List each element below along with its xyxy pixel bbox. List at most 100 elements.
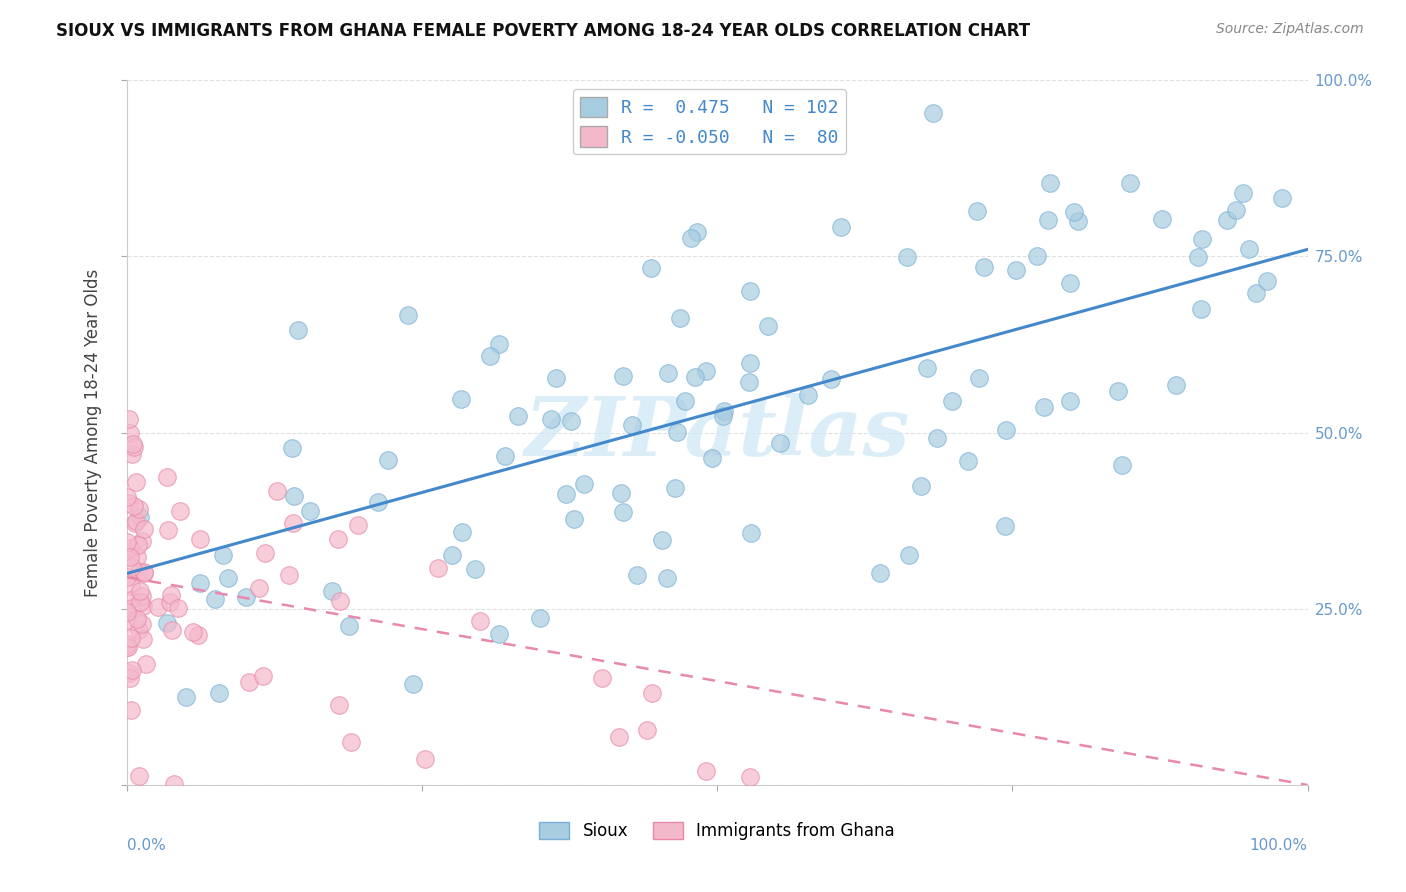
Point (544, 371, 567, 385)
Point (925, 431, 948, 445)
Point (135, 657, 157, 671)
Point (299, 504, 322, 518)
Point (612, 368, 634, 383)
Point (610, 486, 633, 500)
Point (740, 284, 762, 298)
Point (127, 549, 149, 564)
Point (402, 677, 425, 691)
Point (169, 504, 191, 518)
Point (640, 260, 662, 275)
Point (636, 723, 658, 738)
Point (506, 409, 529, 423)
Point (1152, 212, 1174, 227)
Point (118, 665, 141, 680)
Point (211, 548, 233, 562)
Point (1004, 262, 1026, 277)
Point (163, 777, 186, 791)
Point (339, 735, 361, 749)
Point (287, 323, 309, 337)
Point (969, 371, 991, 385)
Point (129, 595, 152, 609)
Point (555, 487, 578, 501)
Point (921, 106, 943, 120)
Point (156, 524, 179, 538)
Point (994, 519, 1017, 533)
Point (797, 387, 820, 401)
Text: SIOUX VS IMMIGRANTS FROM GHANA FEMALE POVERTY AMONG 18-24 YEAR OLDS CORRELATION : SIOUX VS IMMIGRANTS FROM GHANA FEMALE PO… (56, 22, 1031, 40)
Point (956, 454, 979, 468)
Point (326, 532, 349, 546)
Point (124, 516, 146, 531)
Point (266, 483, 288, 498)
Point (115, 636, 138, 650)
Point (711, 409, 734, 423)
Point (470, 614, 492, 628)
Point (117, 640, 139, 655)
Point (1038, 212, 1060, 227)
Point (247, 581, 270, 595)
Point (941, 394, 963, 409)
Point (641, 686, 664, 700)
Point (1111, 458, 1133, 472)
Point (702, 451, 724, 466)
Point (131, 616, 153, 631)
Point (740, 526, 762, 541)
Point (121, 663, 143, 677)
Point (413, 752, 436, 766)
Point (122, 500, 145, 514)
Point (174, 690, 197, 705)
Point (127, 538, 149, 552)
Point (679, 230, 702, 244)
Point (1164, 378, 1187, 392)
Point (450, 525, 472, 540)
Point (115, 640, 138, 654)
Point (626, 567, 648, 582)
Point (695, 364, 717, 378)
Point (1059, 276, 1081, 290)
Point (208, 686, 231, 700)
Point (121, 437, 143, 451)
Point (377, 453, 399, 467)
Point (162, 624, 184, 638)
Point (120, 541, 142, 555)
Point (1216, 213, 1239, 227)
Point (562, 512, 585, 526)
Point (160, 588, 183, 602)
Point (217, 570, 239, 584)
Point (238, 674, 260, 689)
Point (115, 570, 138, 584)
Point (120, 578, 142, 592)
Point (125, 475, 148, 489)
Point (252, 669, 274, 683)
Point (166, 601, 188, 615)
Point (464, 562, 486, 576)
Point (118, 549, 141, 564)
Point (122, 440, 145, 454)
Point (181, 625, 204, 640)
Point (132, 565, 155, 579)
Point (127, 612, 149, 626)
Point (973, 260, 995, 275)
Point (120, 631, 142, 645)
Point (1067, 213, 1090, 227)
Point (612, 505, 634, 519)
Point (1033, 401, 1056, 415)
Point (1239, 242, 1261, 256)
Point (1119, 176, 1142, 190)
Point (897, 548, 920, 562)
Point (685, 226, 707, 240)
Point (673, 393, 696, 408)
Point (129, 510, 152, 524)
Point (132, 632, 155, 646)
Point (1244, 285, 1267, 300)
Point (156, 615, 179, 630)
Point (329, 594, 352, 608)
Point (657, 367, 679, 381)
Point (328, 698, 350, 713)
Point (115, 535, 138, 549)
Point (115, 490, 138, 504)
Point (441, 549, 464, 563)
Point (560, 415, 582, 429)
Point (1059, 394, 1081, 409)
Point (488, 626, 510, 640)
